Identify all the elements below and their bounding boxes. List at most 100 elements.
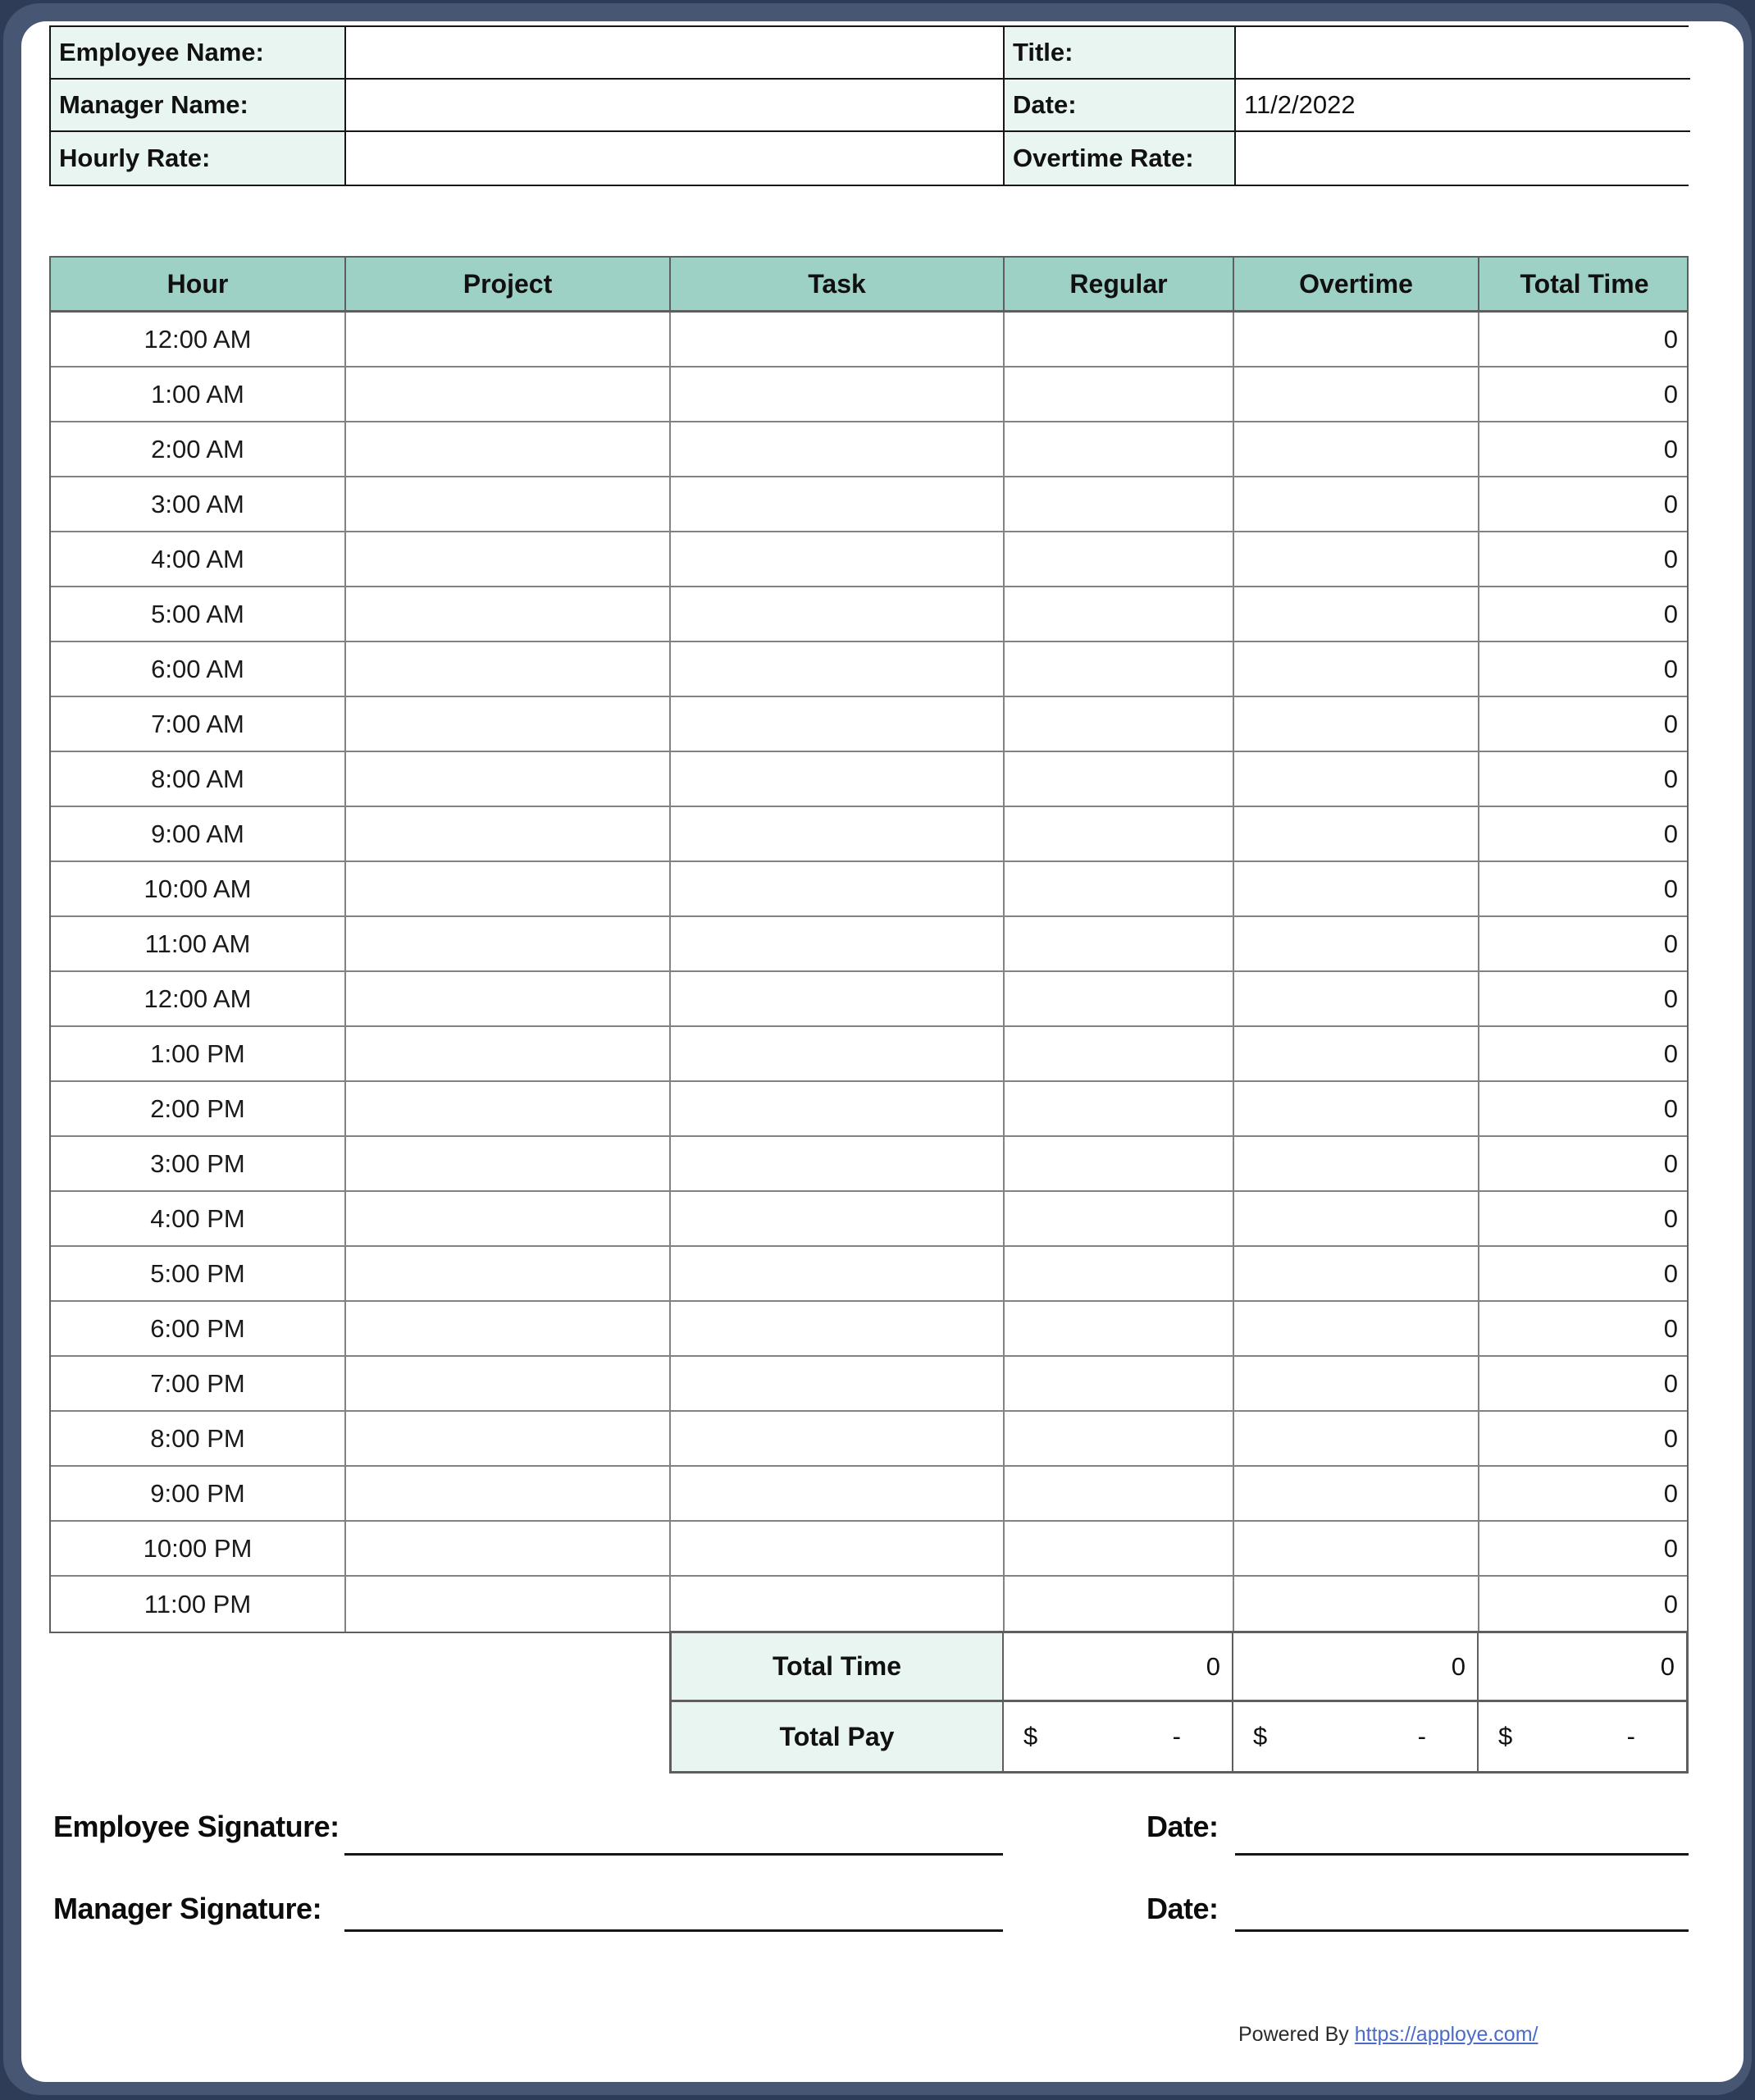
project-cell[interactable] — [346, 972, 671, 1025]
hourly-rate-value[interactable] — [346, 132, 1005, 185]
regular-cell[interactable] — [1005, 862, 1234, 915]
regular-cell[interactable] — [1005, 313, 1234, 366]
task-cell[interactable] — [671, 972, 1005, 1025]
regular-cell[interactable] — [1005, 1412, 1234, 1465]
overtime-cell[interactable] — [1234, 1247, 1479, 1300]
regular-cell[interactable] — [1005, 1302, 1234, 1355]
project-cell[interactable] — [346, 313, 671, 366]
overtime-cell[interactable] — [1234, 1192, 1479, 1245]
date-value[interactable]: 11/2/2022 — [1236, 80, 1690, 132]
task-cell[interactable] — [671, 752, 1005, 806]
overtime-cell[interactable] — [1234, 1467, 1479, 1520]
regular-cell[interactable] — [1005, 477, 1234, 531]
regular-cell[interactable] — [1005, 532, 1234, 586]
task-cell[interactable] — [671, 862, 1005, 915]
project-cell[interactable] — [346, 1082, 671, 1135]
project-cell[interactable] — [346, 1302, 671, 1355]
overtime-cell[interactable] — [1234, 1577, 1479, 1632]
overtime-cell[interactable] — [1234, 313, 1479, 366]
project-cell[interactable] — [346, 422, 671, 476]
overtime-cell[interactable] — [1234, 752, 1479, 806]
overtime-cell[interactable] — [1234, 1357, 1479, 1410]
project-cell[interactable] — [346, 862, 671, 915]
task-cell[interactable] — [671, 587, 1005, 641]
employee-date-line[interactable] — [1235, 1853, 1689, 1856]
task-cell[interactable] — [671, 1412, 1005, 1465]
task-cell[interactable] — [671, 313, 1005, 366]
project-cell[interactable] — [346, 917, 671, 970]
overtime-cell[interactable] — [1234, 1522, 1479, 1575]
project-cell[interactable] — [346, 1357, 671, 1410]
task-cell[interactable] — [671, 807, 1005, 861]
regular-cell[interactable] — [1005, 1247, 1234, 1300]
regular-cell[interactable] — [1005, 1192, 1234, 1245]
overtime-cell[interactable] — [1234, 587, 1479, 641]
overtime-cell[interactable] — [1234, 972, 1479, 1025]
employee-signature-line[interactable] — [344, 1853, 1003, 1856]
overtime-cell[interactable] — [1234, 532, 1479, 586]
task-cell[interactable] — [671, 1247, 1005, 1300]
task-cell[interactable] — [671, 1027, 1005, 1080]
overtime-cell[interactable] — [1234, 642, 1479, 696]
manager-date-line[interactable] — [1235, 1929, 1689, 1932]
overtime-cell[interactable] — [1234, 697, 1479, 751]
overtime-cell[interactable] — [1234, 1137, 1479, 1190]
regular-cell[interactable] — [1005, 697, 1234, 751]
task-cell[interactable] — [671, 532, 1005, 586]
regular-cell[interactable] — [1005, 1137, 1234, 1190]
overtime-rate-value[interactable] — [1236, 132, 1690, 185]
project-cell[interactable] — [346, 642, 671, 696]
task-cell[interactable] — [671, 697, 1005, 751]
regular-cell[interactable] — [1005, 917, 1234, 970]
task-cell[interactable] — [671, 1467, 1005, 1520]
task-cell[interactable] — [671, 1137, 1005, 1190]
regular-cell[interactable] — [1005, 1082, 1234, 1135]
apploye-link[interactable]: https://apploye.com/ — [1354, 2023, 1538, 2046]
regular-cell[interactable] — [1005, 1027, 1234, 1080]
overtime-cell[interactable] — [1234, 1027, 1479, 1080]
title-value[interactable] — [1236, 27, 1690, 80]
overtime-cell[interactable] — [1234, 368, 1479, 421]
task-cell[interactable] — [671, 477, 1005, 531]
project-cell[interactable] — [346, 532, 671, 586]
task-cell[interactable] — [671, 917, 1005, 970]
task-cell[interactable] — [671, 368, 1005, 421]
project-cell[interactable] — [346, 368, 671, 421]
project-cell[interactable] — [346, 1137, 671, 1190]
project-cell[interactable] — [346, 587, 671, 641]
project-cell[interactable] — [346, 697, 671, 751]
manager-name-value[interactable] — [346, 80, 1005, 132]
project-cell[interactable] — [346, 1027, 671, 1080]
regular-cell[interactable] — [1005, 1522, 1234, 1575]
regular-cell[interactable] — [1005, 752, 1234, 806]
regular-cell[interactable] — [1005, 642, 1234, 696]
task-cell[interactable] — [671, 1522, 1005, 1575]
project-cell[interactable] — [346, 477, 671, 531]
overtime-cell[interactable] — [1234, 477, 1479, 531]
regular-cell[interactable] — [1005, 1357, 1234, 1410]
overtime-cell[interactable] — [1234, 1082, 1479, 1135]
regular-cell[interactable] — [1005, 972, 1234, 1025]
project-cell[interactable] — [346, 1412, 671, 1465]
regular-cell[interactable] — [1005, 807, 1234, 861]
project-cell[interactable] — [346, 1467, 671, 1520]
task-cell[interactable] — [671, 1302, 1005, 1355]
project-cell[interactable] — [346, 1577, 671, 1632]
project-cell[interactable] — [346, 807, 671, 861]
project-cell[interactable] — [346, 1247, 671, 1300]
project-cell[interactable] — [346, 1522, 671, 1575]
regular-cell[interactable] — [1005, 587, 1234, 641]
overtime-cell[interactable] — [1234, 1302, 1479, 1355]
overtime-cell[interactable] — [1234, 862, 1479, 915]
manager-signature-line[interactable] — [344, 1929, 1003, 1932]
overtime-cell[interactable] — [1234, 1412, 1479, 1465]
regular-cell[interactable] — [1005, 1467, 1234, 1520]
task-cell[interactable] — [671, 1577, 1005, 1632]
overtime-cell[interactable] — [1234, 422, 1479, 476]
task-cell[interactable] — [671, 422, 1005, 476]
task-cell[interactable] — [671, 1082, 1005, 1135]
regular-cell[interactable] — [1005, 1577, 1234, 1632]
project-cell[interactable] — [346, 1192, 671, 1245]
task-cell[interactable] — [671, 1192, 1005, 1245]
project-cell[interactable] — [346, 752, 671, 806]
